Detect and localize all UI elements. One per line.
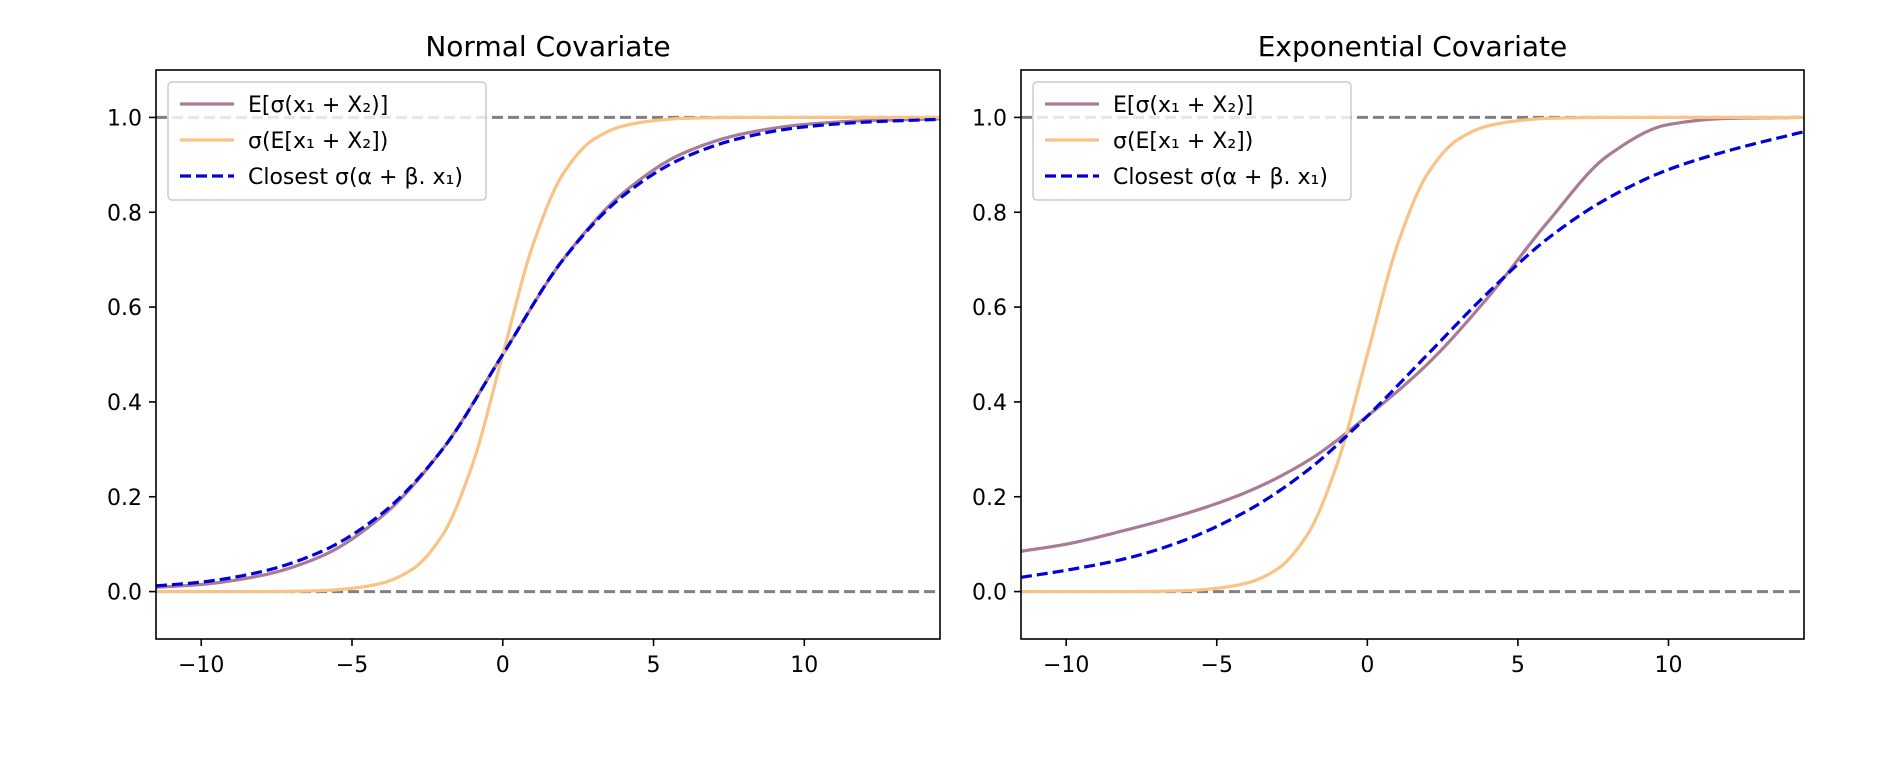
y-tick-label: 0.4 xyxy=(107,391,142,416)
x-tick-label: −5 xyxy=(336,653,368,678)
y-tick-label: 0.6 xyxy=(107,296,142,321)
legend: E[σ(x₁ + X₂)] σ(E[x₁ + X₂]) Closest σ(α + … xyxy=(1032,81,1352,201)
series-line-2 xyxy=(1021,130,1804,579)
chart-title: Normal Covariate xyxy=(425,30,670,63)
y-tick-label: 0.2 xyxy=(107,486,142,511)
x-tick-label: −10 xyxy=(1043,653,1089,678)
legend: E[σ(x₁ + X₂)] σ(E[x₁ + X₂]) Closest σ(α + … xyxy=(167,81,487,201)
y-tick-label: 0.8 xyxy=(107,201,142,226)
x-tick-label: −10 xyxy=(178,653,224,678)
y-tick-label: 0.6 xyxy=(972,296,1007,321)
legend-label-2: Closest σ(α + β. x₁) xyxy=(1113,165,1328,190)
legend-label-0: E[σ(x₁ + X₂)] xyxy=(1113,93,1253,118)
legend-box xyxy=(167,81,487,201)
y-tick-label: 0.8 xyxy=(972,201,1007,226)
series-line-1 xyxy=(1021,115,1804,594)
x-tick-label: 5 xyxy=(647,653,661,678)
y-tick-label: 0.2 xyxy=(972,486,1007,511)
y-tick-label: 0.4 xyxy=(972,391,1007,416)
legend-label-0: E[σ(x₁ + X₂)] xyxy=(248,93,388,118)
legend-box xyxy=(1032,81,1352,201)
y-tick-label: 1.0 xyxy=(107,106,142,131)
x-tick-label: 10 xyxy=(790,653,818,678)
x-tick-label: −5 xyxy=(1201,653,1233,678)
axes-frame xyxy=(155,69,941,640)
y-tick-label: 1.0 xyxy=(972,106,1007,131)
y-tick-label: 0.0 xyxy=(107,581,142,606)
x-tick-label: 0 xyxy=(1360,653,1374,678)
legend-label-1: σ(E[x₁ + X₂]) xyxy=(248,129,388,154)
x-tick-label: 0 xyxy=(496,653,510,678)
x-tick-label: 5 xyxy=(1511,653,1525,678)
chart-panel-0: Normal Covariate −10 −5 0 5 10 0.0 0.2 0.4 0.6 0.8… xyxy=(107,30,941,678)
chart-title: Exponential Covariate xyxy=(1258,30,1568,63)
legend-label-1: σ(E[x₁ + X₂]) xyxy=(1113,129,1253,154)
chart-panel-1: Exponential Covariate −10 −5 0 5 10 0.0 0.2 0.4 0… xyxy=(972,30,1805,678)
series-line-2 xyxy=(156,117,940,588)
x-tick-label: 10 xyxy=(1654,653,1682,678)
axes-frame xyxy=(1020,69,1805,640)
y-tick-label: 0.0 xyxy=(972,581,1007,606)
legend-label-2: Closest σ(α + β. x₁) xyxy=(248,165,463,190)
series-line-0 xyxy=(1021,115,1804,553)
